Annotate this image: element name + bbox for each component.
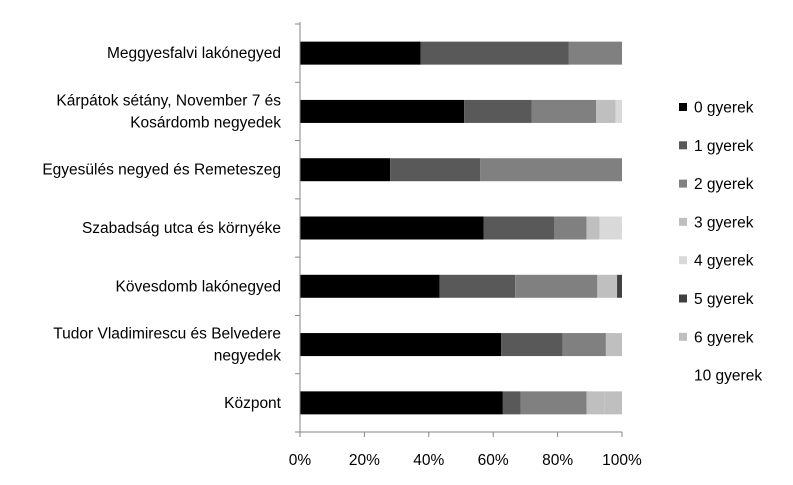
category-label: Egyesülés negyed és Remeteszeg: [42, 162, 281, 179]
x-tick-label: 60%: [478, 452, 509, 469]
bar-segment: [300, 391, 503, 415]
legend-swatch: [679, 179, 687, 188]
legend-label: 1 gyerek: [694, 138, 754, 155]
legend-swatch: [679, 141, 687, 150]
bar-segment: [586, 216, 600, 240]
x-tick-label: 80%: [542, 452, 573, 469]
category-labels: Meggyesfalvi lakónegyed Kárpátok sétány, …: [42, 45, 281, 412]
category-label: Meggyesfalvi lakónegyed: [107, 45, 281, 62]
x-tick-label: 100%: [602, 452, 642, 469]
bar-segment: [520, 391, 587, 415]
bar-segment: [480, 158, 622, 182]
bar-segment: [390, 158, 481, 182]
bar-segment: [300, 274, 440, 298]
legend-swatch: [679, 332, 687, 341]
legend-swatch: [679, 256, 687, 265]
legend-swatch: [679, 217, 687, 226]
bar-segment: [531, 99, 597, 123]
bar-segment: [554, 216, 587, 240]
category-label: Kárpátok sétány, November 7 és: [56, 92, 281, 109]
legend: 0 gyerek 1 gyerek 2 gyerek 3 gyerek 4 gyerek…: [679, 100, 762, 385]
category-label: Kosárdomb negyedek: [130, 114, 281, 131]
bar-segment: [596, 99, 616, 123]
legend-label: 3 gyerek: [694, 214, 754, 231]
bar-segment: [599, 216, 622, 240]
axes-layer: [295, 22, 623, 437]
bar-segment: [300, 41, 421, 65]
legend-label: 10 gyerek: [694, 368, 762, 385]
bar-segment: [464, 99, 532, 123]
x-tick-labels: 0% 20% 40% 60% 80% 100%: [289, 452, 642, 469]
category-label: negyedek: [214, 348, 281, 365]
bar-segment: [483, 216, 555, 240]
bar-segment: [586, 391, 605, 415]
category-label: Tudor Vladimirescu és Belvedere: [53, 326, 281, 343]
bar-segment: [420, 41, 569, 65]
category-label: Központ: [224, 395, 282, 412]
bar-segment: [300, 216, 484, 240]
x-tick-label: 0%: [289, 452, 312, 469]
legend-label: 5 gyerek: [694, 291, 754, 308]
legend-swatch: [679, 294, 687, 303]
bar-segment: [501, 333, 563, 357]
legend-label: 2 gyerek: [694, 176, 754, 193]
bar-segment: [605, 333, 622, 357]
category-label: Kövesdomb lakónegyed: [116, 278, 281, 295]
bar-segment: [562, 333, 606, 357]
bar-segment: [300, 99, 465, 123]
bar-segment: [617, 274, 622, 298]
bars-layer: [300, 41, 622, 415]
legend-label: 0 gyerek: [694, 100, 754, 117]
bar-segment: [604, 391, 622, 415]
bar-segment: [615, 99, 622, 123]
bar-segment: [439, 274, 516, 298]
legend-swatch: [679, 103, 687, 111]
bar-segment: [300, 158, 391, 182]
legend-label: 6 gyerek: [694, 329, 754, 346]
x-tick-label: 20%: [349, 452, 380, 469]
bar-segment: [300, 333, 502, 357]
legend-label: 4 gyerek: [694, 253, 754, 270]
bar-segment: [515, 274, 598, 298]
category-label: Szabadság utca és környéke: [82, 220, 281, 237]
bar-segment: [502, 391, 521, 415]
x-tick-label: 40%: [413, 452, 444, 469]
bar-segment: [568, 41, 622, 65]
bar-segment: [597, 274, 618, 298]
